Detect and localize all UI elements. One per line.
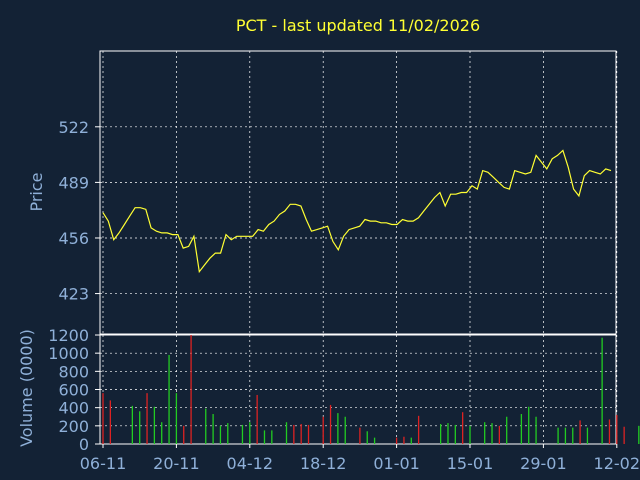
date-tick-label: 12-02 bbox=[594, 454, 640, 473]
volume-tick-label: 1200 bbox=[48, 326, 89, 345]
chart-title: PCT - last updated 11/02/2026 bbox=[236, 16, 480, 35]
price-axis-title: Price bbox=[27, 172, 46, 211]
price-tick-label: 489 bbox=[58, 173, 89, 192]
date-tick-label: 18-12 bbox=[300, 454, 347, 473]
volume-axis-title: Volume (0000) bbox=[17, 329, 36, 447]
price-panel: 423 456 489 522 Price bbox=[27, 50, 618, 335]
volume-tick-label: 1000 bbox=[48, 344, 89, 363]
volume-tick-label: 400 bbox=[58, 399, 89, 418]
date-tick-label: 15-01 bbox=[447, 454, 494, 473]
price-tick-label: 456 bbox=[58, 229, 89, 248]
date-tick-label: 04-12 bbox=[227, 454, 274, 473]
price-grid bbox=[100, 51, 618, 334]
date-tick-label: 01-01 bbox=[373, 454, 420, 473]
price-tick-label: 522 bbox=[58, 118, 89, 137]
volume-bars bbox=[102, 335, 640, 444]
date-tick-label: 29-01 bbox=[520, 454, 567, 473]
volume-tick-label: 0 bbox=[79, 435, 89, 454]
volume-tick-label: 600 bbox=[58, 381, 89, 400]
price-tick-label: 423 bbox=[58, 285, 89, 304]
date-tick-label: 06-11 bbox=[80, 454, 127, 473]
date-tick-label: 20-11 bbox=[153, 454, 200, 473]
price-frame bbox=[99, 50, 617, 335]
volume-tick-label: 200 bbox=[58, 417, 89, 436]
volume-tick-label: 800 bbox=[58, 362, 89, 381]
price-y-ticks: 423 456 489 522 bbox=[58, 118, 100, 304]
price-line bbox=[102, 149, 612, 274]
date-axis-ticks: 06-11 20-11 04-12 18-12 01-01 15-01 29-01 12-02 bbox=[80, 444, 640, 473]
